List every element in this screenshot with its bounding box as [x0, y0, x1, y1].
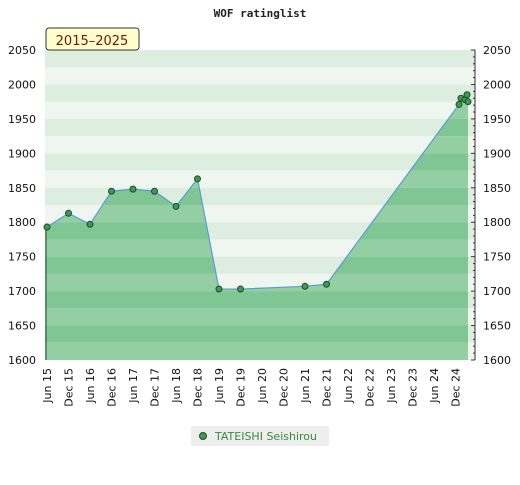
x-tick-label: Jun 21 — [299, 368, 312, 404]
x-tick-label: Dec 23 — [407, 368, 420, 407]
legend: TATEISHI Seishirou — [191, 426, 329, 446]
x-tick-label: Dec 22 — [364, 368, 377, 407]
chart-title: WOF ratinglist — [214, 7, 307, 20]
x-tick-label: Jun 17 — [127, 368, 140, 404]
data-point — [129, 185, 137, 193]
area-band — [47, 308, 468, 326]
data-point — [86, 220, 94, 228]
y-tick-label-left: 1700 — [8, 285, 36, 298]
y-tick-label-right: 1700 — [483, 285, 511, 298]
background-band — [45, 67, 475, 85]
y-tick-label-right: 1900 — [483, 147, 511, 160]
y-tick-label-left: 1750 — [8, 251, 36, 264]
x-tick-label: Dec 16 — [106, 368, 119, 407]
y-tick-label-right: 2050 — [483, 44, 511, 57]
y-tick-label-left: 1950 — [8, 113, 36, 126]
x-axis: Jun 15 Dec 15 Jun 16 Dec 16 Jun 17 Dec 17 Jun … — [41, 368, 463, 407]
period-badge-text: 2015–2025 — [56, 34, 129, 49]
background-band — [45, 153, 475, 171]
x-tick-label: Jun 15 — [41, 368, 54, 404]
y-tick-label-right: 1800 — [483, 216, 511, 229]
data-point — [151, 187, 158, 195]
y-axis-left: 1600 1650 1700 1750 1800 1850 1900 1950 2000 2050 — [8, 44, 47, 367]
data-point — [464, 98, 472, 106]
background-band — [45, 118, 475, 137]
x-tick-label: Dec 15 — [63, 368, 76, 407]
x-tick-label: Dec 24 — [450, 368, 463, 407]
y-tick-label-left: 1600 — [8, 354, 36, 367]
y-tick-label-right: 1850 — [483, 182, 511, 195]
data-point — [172, 202, 180, 210]
y-axis-right: 1600 1650 1700 1750 1800 1850 1900 1950 2000 2050 — [471, 44, 511, 367]
data-markers — [43, 91, 472, 293]
background-band — [45, 136, 475, 154]
data-point — [194, 175, 201, 183]
x-tick-label: Dec 20 — [278, 368, 291, 407]
x-tick-label: Jun 24 — [428, 368, 441, 404]
x-tick-label: Jun 20 — [256, 368, 269, 404]
background-band — [45, 50, 475, 68]
y-tick-label-left: 2050 — [8, 44, 36, 57]
legend-label: TATEISHI Seishirou — [214, 430, 317, 443]
y-tick-label-right: 1750 — [483, 251, 511, 264]
y-tick-label-right: 1650 — [483, 320, 511, 333]
area-band — [47, 291, 468, 309]
area-band — [47, 342, 468, 360]
y-tick-label-left: 1900 — [8, 147, 36, 160]
y-tick-label-left: 1850 — [8, 182, 36, 195]
x-tick-label: Jun 22 — [342, 368, 355, 404]
data-point — [301, 282, 309, 290]
data-point — [237, 285, 244, 293]
legend-marker — [199, 432, 207, 440]
y-tick-label-left: 2000 — [8, 78, 36, 91]
data-point — [323, 280, 330, 288]
x-tick-label: Dec 21 — [321, 368, 334, 407]
data-point — [43, 223, 51, 231]
background-band — [45, 170, 475, 188]
x-tick-label: Jun 18 — [170, 368, 183, 404]
data-point — [65, 209, 72, 217]
y-tick-label-right: 1600 — [483, 354, 511, 367]
data-point — [108, 187, 115, 195]
x-tick-label: Jun 19 — [213, 368, 226, 404]
y-tick-label-left: 1800 — [8, 216, 36, 229]
x-tick-label: Jun 23 — [385, 368, 398, 404]
x-tick-label: Jun 16 — [84, 368, 97, 404]
x-tick-label: Dec 18 — [192, 368, 205, 407]
area-band — [47, 325, 468, 343]
background-band — [45, 84, 475, 102]
x-tick-label: Dec 19 — [235, 368, 248, 407]
data-point — [463, 91, 471, 99]
y-tick-label-right: 1950 — [483, 113, 511, 126]
data-point — [455, 100, 463, 108]
y-tick-label-left: 1650 — [8, 320, 36, 333]
data-point — [215, 285, 223, 293]
background-band — [45, 101, 475, 119]
period-badge: 2015–2025 — [45, 27, 140, 51]
y-tick-label-right: 2000 — [483, 78, 511, 91]
x-tick-label: Dec 17 — [149, 368, 162, 407]
